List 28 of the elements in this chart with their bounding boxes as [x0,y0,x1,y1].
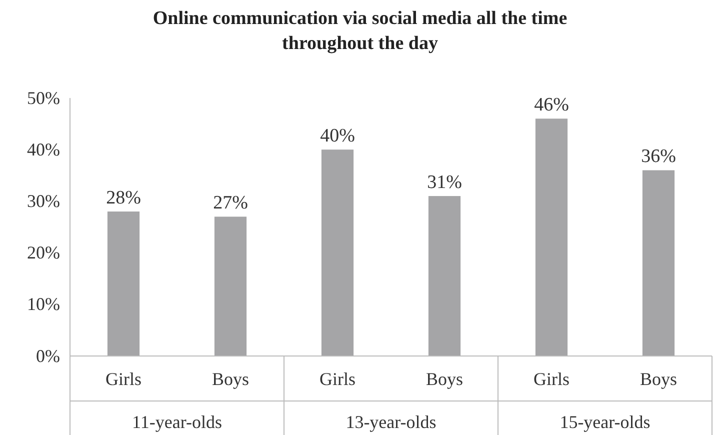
bar [428,196,461,356]
bar [214,216,247,356]
data-label: 31% [427,172,462,194]
x-tick-label: Boys [640,369,678,389]
bar [321,150,354,356]
x-tick-label: Girls [320,369,356,389]
data-label: 28% [106,188,142,209]
x-tick-label: Boys [212,369,250,389]
y-tick-label: 30% [27,190,60,211]
x-tick-label: Girls [106,369,142,389]
y-tick-label: 50% [27,88,60,108]
x-tick-label: Boys [426,369,464,389]
bar [642,170,675,356]
y-tick-label: 0% [36,346,60,366]
y-tick-label: 20% [27,242,60,263]
data-label: 46% [534,94,570,116]
data-label: 40% [320,126,356,147]
x-tick-label: Girls [534,369,570,389]
chart-title: Online communication via social media all the time throughout the day [152,7,568,56]
y-tick-label: 10% [27,294,60,314]
text: 11-year-olds [132,412,222,432]
data-label: 27% [213,192,248,214]
text: 15-year-olds [560,412,650,432]
y-tick-label: 40% [27,139,60,160]
bar [535,118,568,356]
data-label: 36% [641,146,676,168]
text: 13-year-olds [346,412,436,432]
bar [107,212,140,356]
